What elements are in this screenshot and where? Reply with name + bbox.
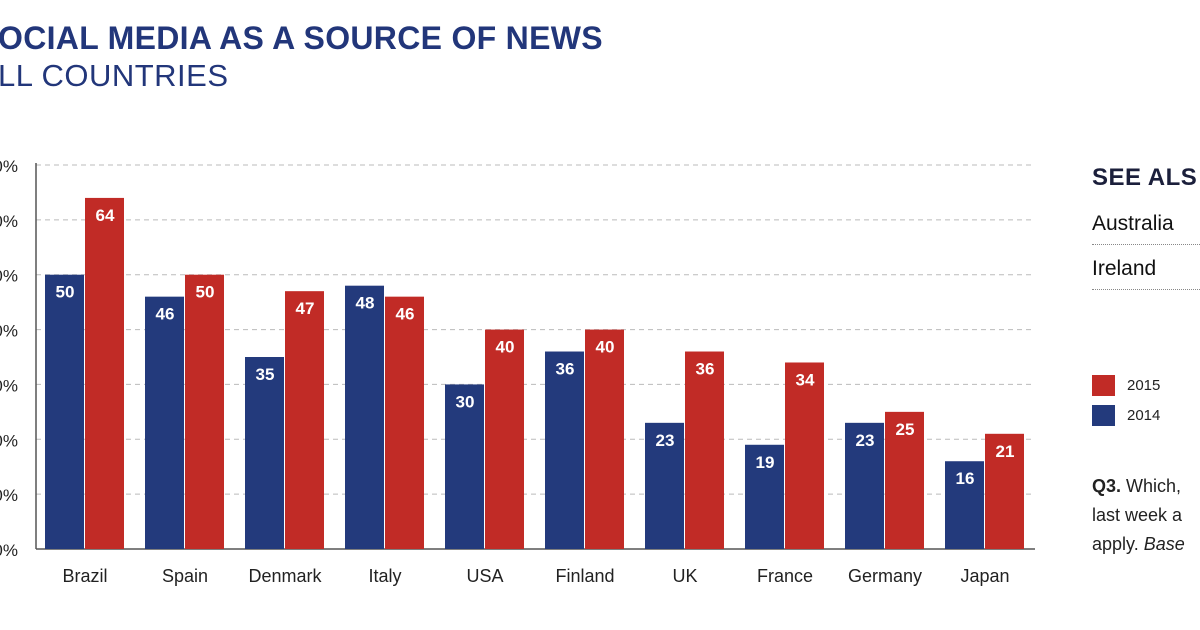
x-tick-label: Brazil bbox=[62, 566, 107, 586]
bar-2014-italy bbox=[345, 285, 384, 549]
bar-2015-denmark bbox=[285, 291, 324, 549]
bar-2014-usa bbox=[445, 384, 484, 549]
data-label: 46 bbox=[156, 305, 175, 324]
x-tick-label: Finland bbox=[555, 566, 614, 586]
data-label: 40 bbox=[596, 338, 615, 357]
data-label: 47 bbox=[296, 299, 315, 318]
legend-swatch-2014 bbox=[1092, 405, 1115, 426]
bar-2014-germany bbox=[845, 422, 884, 549]
y-tick-label: 40% bbox=[0, 322, 18, 341]
y-tick-label: 10% bbox=[0, 486, 18, 505]
data-label: 48 bbox=[356, 294, 375, 313]
link-ireland[interactable]: Ireland bbox=[1092, 257, 1200, 290]
bar-2015-usa bbox=[485, 329, 524, 549]
y-tick-label: 60% bbox=[0, 212, 18, 231]
question-line-3: apply. bbox=[1092, 534, 1144, 554]
bar-2015-finland bbox=[585, 329, 624, 549]
x-tick-label: France bbox=[757, 566, 813, 586]
x-tick-label: Germany bbox=[848, 566, 922, 586]
y-tick-label: 20% bbox=[0, 431, 18, 450]
x-tick-label: Japan bbox=[960, 566, 1009, 586]
chart-title: OCIAL MEDIA AS A SOURCE OF NEWS bbox=[0, 20, 603, 56]
data-label: 50 bbox=[56, 283, 75, 302]
bar-2015-japan bbox=[985, 433, 1024, 549]
y-tick-label: 0% bbox=[0, 541, 18, 560]
legend-item-2015: 2015 bbox=[1092, 375, 1160, 396]
data-label: 25 bbox=[896, 420, 915, 439]
question-note: Q3. Which, last week a apply. Base bbox=[1092, 472, 1185, 559]
data-label: 21 bbox=[996, 442, 1015, 461]
bar-2015-spain bbox=[185, 274, 224, 549]
question-line-1: Which, bbox=[1121, 476, 1182, 496]
y-tick-label: 30% bbox=[0, 376, 18, 395]
bar-2014-spain bbox=[145, 296, 184, 549]
question-line-2: last week a bbox=[1092, 505, 1183, 525]
data-label: 34 bbox=[796, 370, 815, 389]
y-tick-label: 70% bbox=[0, 157, 18, 176]
data-label: 30 bbox=[456, 392, 475, 411]
bar-2014-france bbox=[745, 444, 784, 549]
data-label: 23 bbox=[656, 431, 675, 450]
chart-subtitle: LL COUNTRIES bbox=[0, 58, 229, 93]
x-tick-label: USA bbox=[466, 566, 503, 586]
bar-2015-italy bbox=[385, 296, 424, 549]
data-label: 46 bbox=[396, 305, 415, 324]
data-label: 19 bbox=[756, 453, 775, 472]
link-australia[interactable]: Australia bbox=[1092, 212, 1200, 245]
data-label: 23 bbox=[856, 431, 875, 450]
data-label: 35 bbox=[256, 365, 275, 384]
question-base: Base bbox=[1143, 534, 1185, 554]
bar-2014-brazil bbox=[45, 274, 84, 549]
bar-2015-brazil bbox=[85, 197, 124, 549]
data-label: 40 bbox=[496, 338, 515, 357]
x-tick-label: Spain bbox=[162, 566, 208, 586]
bar-2014-uk bbox=[645, 422, 684, 549]
bar-chart: 0% 10% 20% 30% 40% 50% 60% 70% 50 64 Brazil 46 50 Spa… bbox=[0, 157, 1035, 586]
data-label: 36 bbox=[696, 360, 715, 379]
legend-label-2015: 2015 bbox=[1127, 377, 1161, 394]
data-label: 50 bbox=[196, 283, 215, 302]
x-tick-label: UK bbox=[672, 566, 697, 586]
x-tick-label: Italy bbox=[368, 566, 401, 586]
y-tick-label: 50% bbox=[0, 267, 18, 286]
data-label: 16 bbox=[956, 469, 975, 488]
bar-2014-japan bbox=[945, 461, 984, 549]
data-label: 36 bbox=[556, 360, 575, 379]
question-number: Q3. bbox=[1092, 476, 1122, 496]
bar-2014-finland bbox=[545, 351, 584, 549]
legend-label-2014: 2014 bbox=[1127, 407, 1161, 424]
x-tick-label: Denmark bbox=[248, 566, 322, 586]
data-label: 64 bbox=[96, 206, 115, 225]
bar-2015-uk bbox=[685, 351, 724, 549]
bar-2015-germany bbox=[885, 411, 924, 549]
legend-item-2014: 2014 bbox=[1092, 405, 1160, 426]
legend-swatch-2015 bbox=[1092, 375, 1115, 396]
see-also-heading: SEE ALS bbox=[1092, 164, 1198, 191]
bar-2015-france bbox=[785, 362, 824, 549]
bar-2014-denmark bbox=[245, 357, 284, 549]
